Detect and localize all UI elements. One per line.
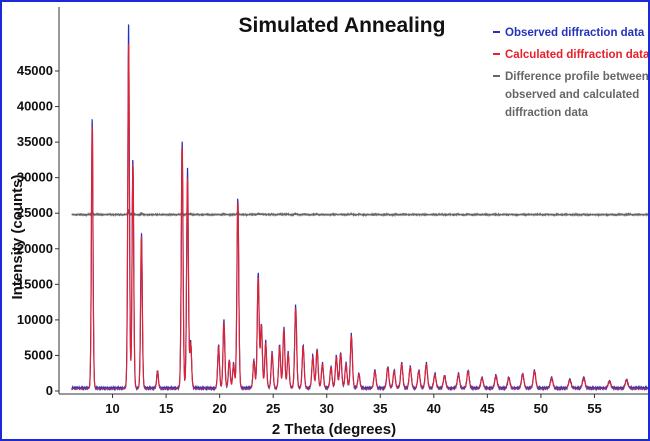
x-tick-label: 35 — [373, 401, 387, 416]
y-axis-title: Intensity (counts) — [9, 174, 26, 299]
x-tick-label: 30 — [319, 401, 333, 416]
x-axis-title: 2 Theta (degrees) — [272, 421, 396, 438]
legend-label-difference-line1: Difference profile between — [505, 71, 648, 83]
x-tick-label: 10 — [105, 401, 119, 416]
legend-label-calculated: Calculated diffraction data — [505, 49, 648, 61]
y-tick-label: 5000 — [24, 347, 53, 362]
x-tick-label: 45 — [480, 401, 494, 416]
x-tick-label: 50 — [534, 401, 548, 416]
y-tick-label: 15000 — [17, 276, 53, 291]
y-tick-label: 40000 — [17, 99, 53, 114]
legend: Observed diffraction data Calculated dif… — [493, 27, 648, 119]
series-difference-profile — [71, 209, 648, 218]
y-tick-label: 35000 — [17, 134, 53, 149]
series-calculated — [71, 43, 648, 389]
x-tick-label: 55 — [587, 401, 601, 416]
chart-title: Simulated Annealing — [239, 14, 446, 37]
legend-label-difference-line3: diffraction data — [505, 107, 589, 119]
legend-label-observed: Observed diffraction data — [505, 27, 645, 39]
y-tick-label: 45000 — [17, 63, 53, 78]
x-axis-ticks: 10 15 20 25 30 35 40 45 50 55 — [105, 394, 602, 416]
y-tick-label: 25000 — [17, 205, 53, 220]
legend-item-calculated: Calculated diffraction data — [493, 49, 648, 61]
y-tick-label: 10000 — [17, 312, 53, 327]
legend-item-observed: Observed diffraction data — [493, 27, 645, 39]
x-tick-label: 25 — [266, 401, 280, 416]
x-tick-label: 15 — [159, 401, 173, 416]
legend-label-difference-line2: observed and calculated — [505, 89, 639, 101]
x-tick-label: 20 — [212, 401, 226, 416]
y-axis-ticks: 0 5000 10000 15000 20000 25000 30000 35000 40000… — [17, 63, 59, 398]
y-tick-label: 0 — [46, 383, 53, 398]
legend-item-difference: Difference profile between observed and … — [493, 71, 648, 119]
x-tick-label: 40 — [427, 401, 441, 416]
y-tick-label: 30000 — [17, 170, 53, 185]
y-tick-label: 20000 — [17, 241, 53, 256]
